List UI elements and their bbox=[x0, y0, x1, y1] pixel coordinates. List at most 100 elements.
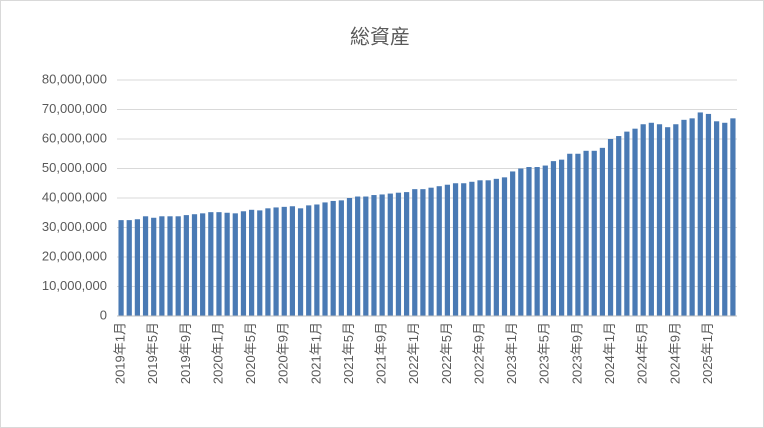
bar bbox=[216, 212, 222, 316]
bar bbox=[289, 206, 296, 316]
x-tick-label: 2024年1月 bbox=[602, 322, 617, 384]
bar bbox=[191, 214, 198, 316]
bar bbox=[697, 112, 703, 316]
bar bbox=[387, 193, 393, 316]
bar bbox=[550, 161, 557, 316]
bar bbox=[607, 139, 614, 316]
bar bbox=[363, 196, 369, 316]
x-tick-label: 2019年9月 bbox=[178, 322, 193, 384]
bar bbox=[444, 184, 451, 316]
bar bbox=[461, 183, 467, 316]
bar bbox=[134, 219, 141, 316]
x-tick-label: 2021年1月 bbox=[308, 322, 323, 384]
bar bbox=[501, 177, 508, 316]
x-tick-label: 2022年5月 bbox=[439, 322, 454, 384]
bar bbox=[126, 220, 132, 316]
bar bbox=[583, 150, 589, 316]
bar bbox=[428, 187, 434, 316]
bar bbox=[412, 189, 418, 316]
bar bbox=[338, 200, 344, 316]
y-tick-label: 30,000,000 bbox=[42, 219, 107, 234]
bar bbox=[469, 181, 475, 316]
x-tick-label: 2022年1月 bbox=[406, 322, 421, 384]
bar bbox=[558, 159, 565, 316]
bar bbox=[485, 180, 491, 316]
y-tick-label: 50,000,000 bbox=[42, 160, 107, 175]
x-tick-label: 2023年5月 bbox=[537, 322, 552, 384]
bar bbox=[273, 207, 279, 316]
bar bbox=[281, 206, 287, 316]
bar bbox=[257, 210, 263, 316]
bar bbox=[616, 136, 622, 316]
bar bbox=[656, 124, 663, 316]
bar bbox=[624, 131, 630, 316]
x-tick-label: 2021年5月 bbox=[341, 322, 356, 384]
bar bbox=[330, 200, 336, 316]
bar bbox=[567, 153, 573, 316]
bar bbox=[542, 165, 548, 316]
bar bbox=[722, 122, 728, 317]
bar bbox=[526, 167, 532, 316]
bar bbox=[151, 217, 157, 316]
bar bbox=[681, 119, 687, 316]
x-tick-label: 2019年1月 bbox=[113, 322, 128, 384]
x-tick-label: 2019年5月 bbox=[145, 322, 160, 384]
bar bbox=[436, 186, 442, 316]
x-tick-label: 2020年5月 bbox=[243, 322, 258, 384]
bar bbox=[200, 213, 206, 316]
bar bbox=[665, 127, 671, 316]
bar bbox=[648, 122, 654, 317]
bar bbox=[689, 118, 695, 316]
bar bbox=[346, 198, 353, 316]
bar bbox=[510, 171, 516, 316]
x-tick-label: 2024年9月 bbox=[667, 322, 682, 384]
bar bbox=[640, 124, 646, 316]
bar bbox=[208, 212, 214, 316]
y-tick-label: 20,000,000 bbox=[42, 248, 107, 263]
bar bbox=[477, 180, 483, 316]
x-tick-label: 2025年1月 bbox=[700, 322, 715, 384]
bar bbox=[355, 196, 361, 316]
bar bbox=[314, 204, 320, 316]
x-tick-label: 2024年5月 bbox=[635, 322, 650, 384]
bar bbox=[591, 150, 597, 316]
y-tick-label: 10,000,000 bbox=[42, 278, 107, 293]
bar bbox=[183, 215, 189, 316]
bar bbox=[452, 183, 459, 316]
y-tick-label: 0 bbox=[100, 307, 107, 322]
bar bbox=[713, 121, 720, 316]
bar bbox=[632, 128, 638, 316]
x-tick-label: 2020年1月 bbox=[210, 322, 225, 384]
bar bbox=[118, 220, 124, 316]
y-tick-label: 80,000,000 bbox=[42, 71, 107, 86]
bar bbox=[159, 216, 165, 316]
bar bbox=[705, 113, 712, 316]
bar bbox=[403, 192, 410, 316]
x-tick-label: 2022年9月 bbox=[471, 322, 486, 384]
bar bbox=[493, 178, 499, 316]
bar bbox=[379, 194, 385, 316]
chart-title: 総資産 bbox=[350, 25, 410, 48]
bar bbox=[167, 216, 173, 316]
bar bbox=[730, 118, 736, 316]
bar bbox=[420, 189, 426, 316]
bar bbox=[306, 205, 312, 316]
bar bbox=[248, 209, 255, 316]
bar bbox=[599, 147, 606, 316]
bar bbox=[232, 213, 238, 316]
bar bbox=[224, 212, 230, 316]
bar bbox=[175, 216, 181, 316]
bar bbox=[673, 124, 679, 316]
x-tick-label: 2023年1月 bbox=[504, 322, 519, 384]
bar bbox=[395, 192, 402, 316]
x-tick-label: 2020年9月 bbox=[276, 322, 291, 384]
bar bbox=[534, 167, 540, 316]
bar bbox=[371, 195, 377, 316]
bar bbox=[575, 153, 581, 316]
x-tick-label: 2021年9月 bbox=[374, 322, 389, 384]
y-tick-label: 40,000,000 bbox=[42, 189, 107, 204]
y-tick-label: 70,000,000 bbox=[42, 101, 107, 116]
bar bbox=[142, 216, 149, 316]
bar bbox=[265, 208, 271, 316]
